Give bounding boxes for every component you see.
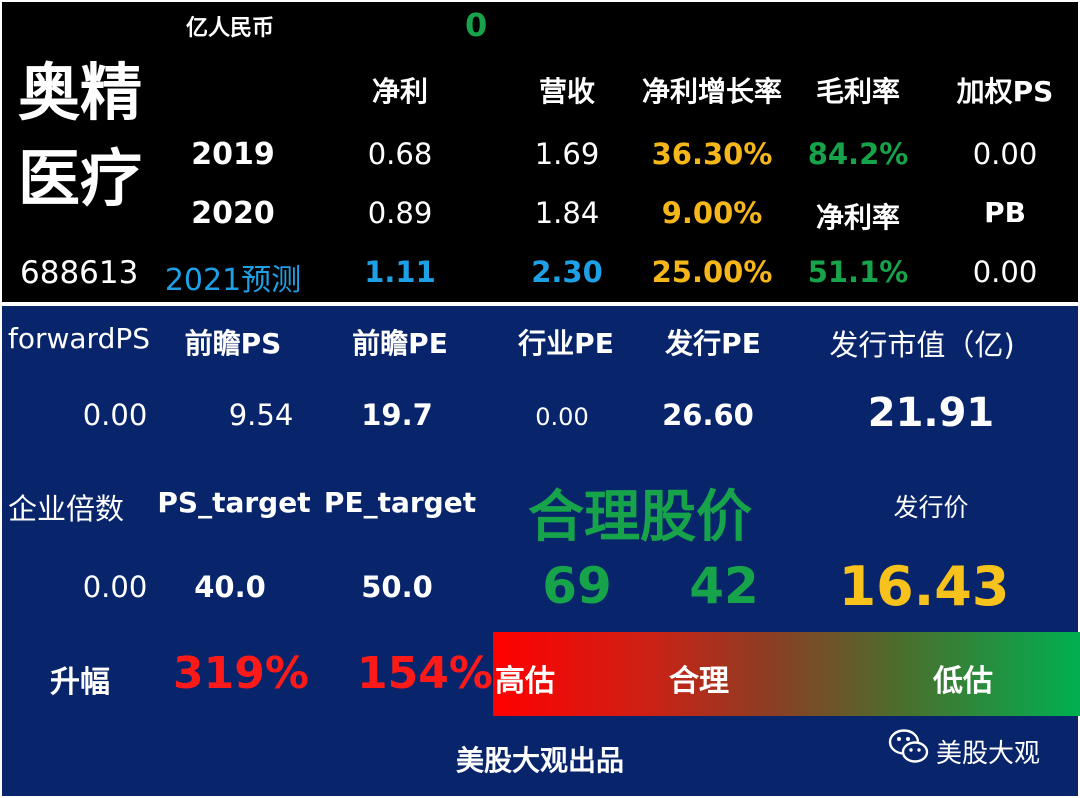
gauge-label-fair: 合理 [669, 664, 729, 699]
year-2020: 2020 [191, 196, 275, 231]
header-growth: 净利增长率 [641, 75, 783, 108]
label-industry-pe: 行业PE [518, 327, 614, 360]
label-fair-price: 合理股价 [528, 485, 752, 550]
value-issue-market-cap: 21.91 [867, 390, 995, 436]
stock-code: 688613 [20, 255, 139, 291]
watermark-text: 美股大观 [936, 739, 1041, 769]
profit-2019: 0.68 [367, 137, 433, 171]
pb-value: 0.00 [972, 255, 1038, 289]
label-issue-pe: 发行PE [665, 327, 761, 360]
revenue-2019: 1.69 [534, 137, 600, 171]
value-enterprise-multiple: 0.00 [82, 570, 148, 604]
value-forward-pe: 19.7 [361, 398, 433, 432]
growth-2020: 9.00% [661, 196, 763, 230]
label-forward-ps-cn: 前瞻PS [184, 327, 282, 360]
value-industry-pe: 0.00 [535, 403, 589, 431]
label-ps-target: PS_target [157, 486, 311, 519]
company-name-line2: 医疗 [18, 142, 143, 215]
footer-credit: 美股大观出品 [455, 744, 625, 777]
company-name-line1: 奥精 [18, 56, 143, 129]
value-forward-ps: 0.00 [82, 398, 148, 432]
year-2019: 2019 [191, 137, 275, 172]
value-pe-target: 50.0 [361, 570, 433, 604]
year-2021-forecast: 2021预测 [164, 263, 302, 298]
growth-2019: 36.30% [651, 137, 773, 171]
header-weighted-ps: 加权PS [956, 75, 1054, 108]
label-issue-price: 发行价 [893, 493, 969, 522]
growth-2021: 25.00% [651, 255, 773, 289]
value-issue-pe: 26.60 [662, 398, 754, 432]
value-forward-ps-cn: 9.54 [228, 398, 294, 432]
summary-panel [2, 2, 1078, 302]
fair-price-pe: 42 [689, 557, 759, 615]
label-forward-pe: 前瞻PE [352, 327, 448, 360]
net-margin-value: 51.1% [807, 255, 909, 289]
profit-2020: 0.89 [367, 196, 433, 230]
label-forward-ps: forwardPS [8, 322, 151, 355]
header-profit: 净利 [371, 75, 429, 108]
header-net-margin: 净利率 [815, 201, 901, 234]
gross-margin-value: 84.2% [807, 137, 909, 171]
header-revenue: 营收 [538, 75, 596, 108]
gauge-label-overvalued: 高估 [495, 664, 555, 699]
valuation-gauge: 高估 合理 低估 [493, 632, 1080, 716]
label-issue-market-cap: 发行市值（亿) [829, 328, 1015, 362]
label-enterprise-multiple: 企业倍数 [8, 492, 125, 526]
unit-label: 亿人民币 [186, 16, 275, 41]
revenue-2020: 1.84 [534, 196, 600, 230]
label-pe-target: PE_target [323, 486, 477, 519]
revenue-2021: 2.30 [531, 255, 603, 289]
wechat-icon [888, 729, 929, 763]
gauge-label-undervalued: 低估 [933, 664, 993, 699]
value-ps-target: 40.0 [194, 570, 266, 604]
weighted-ps-value: 0.00 [972, 137, 1038, 171]
top-value: 0 [465, 6, 488, 44]
label-upside: 升幅 [50, 665, 110, 700]
profit-2021: 1.11 [364, 255, 436, 289]
header-pb: PB [984, 196, 1026, 229]
issue-price-value: 16.43 [838, 555, 1010, 618]
header-gross-margin: 毛利率 [815, 75, 901, 108]
upside-ps: 319% [173, 648, 309, 699]
fair-price-ps: 69 [542, 557, 612, 615]
upside-pe: 154% [357, 648, 493, 699]
